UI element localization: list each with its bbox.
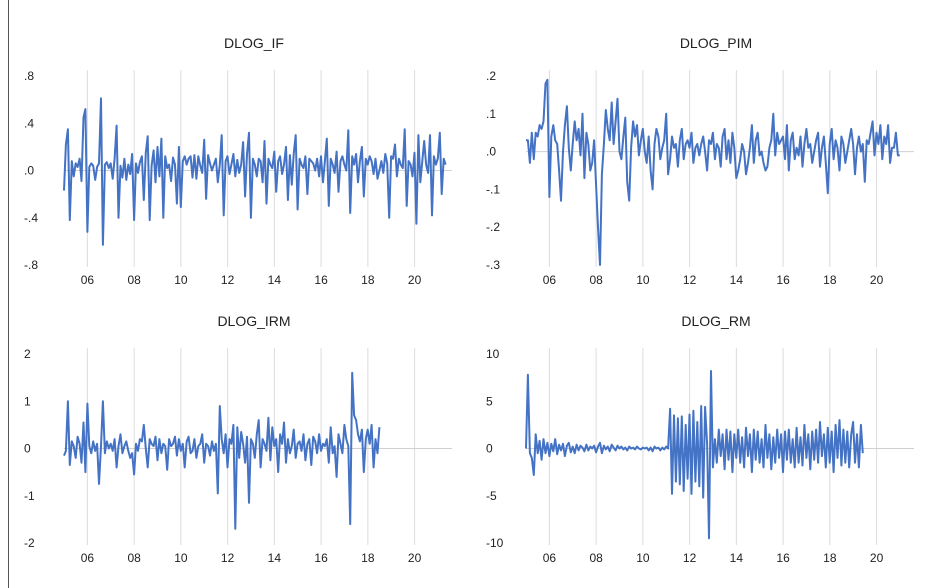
y-tick-label: -.4	[24, 211, 38, 225]
chart-dlog-rm: DLOG_RM 06 08 10 12 14 16 18 20 10 5 0 -5 -10	[486, 313, 914, 565]
chart-title: DLOG_RM	[681, 313, 750, 329]
series-line	[63, 97, 447, 246]
x-tick-label: 16	[314, 551, 328, 565]
chart-dlog-if: DLOG_IF 06 08 10 12 14 16 18 20 .8 .4 .0 -.4 -.8	[24, 35, 452, 287]
x-tick-label: 12	[221, 273, 235, 287]
x-tick-label: 10	[636, 551, 650, 565]
y-tick-label: .4	[24, 116, 34, 130]
y-tick-label: -.2	[486, 220, 500, 234]
chart-title: DLOG_IRM	[217, 313, 290, 329]
x-tick-label: 08	[127, 273, 141, 287]
x-tick-label: 18	[823, 551, 837, 565]
series-line	[526, 78, 900, 266]
panel-dlog-pim: DLOG_PIM 06 08 10 12 14 16 18 20 .2 .1 .0 -.1 -.2 -.3	[482, 28, 922, 290]
x-tick-label: 18	[823, 273, 837, 287]
x-tick-label: 10	[174, 551, 188, 565]
x-tick-label: 12	[683, 551, 697, 565]
y-tick-label: 2	[24, 347, 31, 361]
x-tick-label: 18	[361, 551, 375, 565]
y-tick-label: .8	[24, 69, 34, 83]
y-tick-label: -.8	[24, 258, 38, 272]
x-tick-label: 16	[776, 551, 790, 565]
x-tick-label: 20	[870, 551, 884, 565]
x-tick-label: 20	[870, 273, 884, 287]
x-tick-label: 06	[543, 273, 557, 287]
x-tick-label: 08	[589, 273, 603, 287]
x-tick-label: 16	[776, 273, 790, 287]
panel-dlog-rm: DLOG_RM 06 08 10 12 14 16 18 20 10 5 0 -5 -10	[482, 306, 922, 568]
series-line	[525, 370, 864, 540]
x-tick-label: 12	[221, 551, 235, 565]
x-tick-label: 18	[361, 273, 375, 287]
chart-title: DLOG_IF	[224, 35, 284, 51]
y-tick-label: 1	[24, 394, 31, 408]
left-border-line	[8, 0, 9, 588]
chart-dlog-pim: DLOG_PIM 06 08 10 12 14 16 18 20 .2 .1 .0 -.1 -.2 -.3	[486, 35, 914, 287]
x-tick-label: 14	[730, 551, 744, 565]
y-tick-label: 5	[486, 394, 493, 408]
y-tick-label: 10	[486, 347, 500, 361]
x-tick-label: 06	[81, 551, 95, 565]
y-tick-label: -5	[486, 489, 497, 503]
y-tick-label: -2	[24, 536, 35, 550]
panel-dlog-irm: DLOG_IRM 06 08 10 12 14 16 18 20 2 1 0 -1 -2	[20, 306, 460, 568]
series-line	[63, 371, 381, 530]
y-tick-label: .2	[486, 69, 496, 83]
x-tick-label: 20	[408, 273, 422, 287]
x-tick-label: 16	[314, 273, 328, 287]
x-tick-label: 14	[268, 273, 282, 287]
y-tick-label: -.1	[486, 182, 500, 196]
chart-title: DLOG_PIM	[680, 35, 752, 51]
y-tick-label: -.3	[486, 258, 500, 272]
x-tick-label: 20	[408, 551, 422, 565]
y-tick-label: 0	[24, 442, 31, 456]
panel-dlog-if: DLOG_IF 06 08 10 12 14 16 18 20 .8 .4 .0 -.4 -.8	[20, 28, 460, 290]
y-tick-label: .0	[486, 145, 496, 159]
x-tick-label: 06	[543, 551, 557, 565]
y-tick-label: .1	[486, 107, 496, 121]
x-tick-label: 10	[636, 273, 650, 287]
y-tick-label: .0	[24, 164, 34, 178]
y-tick-label: -1	[24, 489, 35, 503]
x-tick-label: 08	[127, 551, 141, 565]
x-tick-label: 14	[730, 273, 744, 287]
y-tick-label: 0	[486, 442, 493, 456]
x-tick-label: 14	[268, 551, 282, 565]
x-tick-label: 06	[81, 273, 95, 287]
x-tick-label: 10	[174, 273, 188, 287]
x-tick-label: 08	[589, 551, 603, 565]
x-tick-label: 12	[683, 273, 697, 287]
y-tick-label: -10	[486, 536, 504, 550]
